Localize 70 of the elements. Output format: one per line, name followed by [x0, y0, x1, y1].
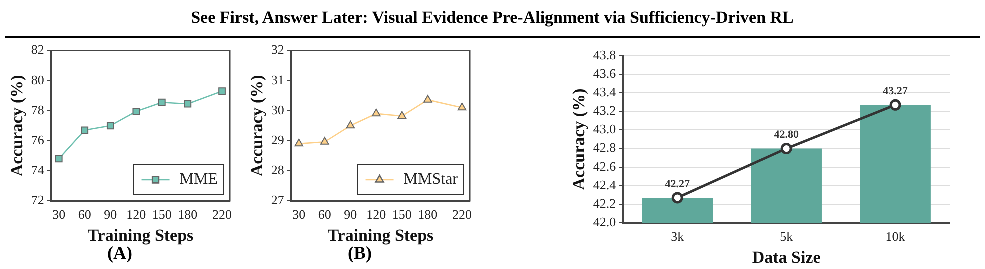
legend-label: MME	[180, 171, 218, 188]
point	[780, 143, 792, 155]
y-tick-label: 42.0	[593, 214, 616, 230]
y-tick-label: 31	[271, 72, 284, 88]
x-tick-label: 30	[52, 207, 66, 222]
x-tick-label: 30	[292, 207, 306, 222]
y-tick-label: 28	[271, 162, 284, 178]
y-tick-label: 43.2	[593, 103, 616, 118]
y-tick-label: 43.0	[593, 122, 616, 137]
point	[158, 98, 166, 106]
point	[346, 120, 356, 129]
y-tick-label: 72	[31, 192, 44, 208]
x-tick-label: 150	[392, 207, 412, 222]
text: 42.27	[665, 178, 690, 190]
y-tick-label: 27	[271, 192, 285, 208]
y-tick-label: 43.6	[593, 66, 617, 81]
x-axis-title: Training Steps	[328, 226, 434, 246]
text: (B)	[348, 243, 372, 264]
x-tick-label: 5k	[780, 229, 794, 244]
y-axis-title: Accuracy (%)	[248, 75, 267, 177]
y-tick-label: 42.4	[593, 177, 617, 192]
x-tick-label: 120	[126, 207, 146, 222]
point	[320, 137, 330, 145]
y-axis-title: Accuracy (%)	[8, 75, 27, 177]
x-tick-label: 60	[78, 207, 92, 222]
text: See First, Answer Later: Visual Evidence Pre-Alignment via Sufficiency-Driven RL	[190, 8, 795, 28]
point	[81, 126, 89, 134]
point	[55, 155, 63, 163]
x-tick-label: 150	[152, 207, 172, 222]
y-tick-label: 76	[31, 132, 45, 148]
x-tick-label: 180	[418, 207, 438, 222]
x-tick-label: 220	[452, 207, 472, 222]
y-tick-label: 30	[271, 102, 284, 118]
y-tick-label: 32	[271, 42, 284, 58]
point	[372, 108, 381, 117]
y-tick-label: 82	[31, 42, 44, 58]
y-axis-title: Accuracy (%)	[570, 88, 589, 190]
y-tick-label: 74	[31, 162, 45, 178]
y-tick-label: 43.4	[593, 84, 617, 100]
text: (A)	[108, 243, 132, 264]
point	[424, 95, 432, 103]
x-tick-label: 90	[344, 207, 358, 222]
x-tick-label: 90	[104, 207, 118, 222]
x-tick-label: 180	[178, 207, 198, 222]
y-tick-label: 29	[271, 132, 284, 148]
y-tick-label: 43.8	[593, 47, 616, 62]
point	[132, 108, 140, 116]
point	[672, 192, 684, 204]
y-tick-label: 42.6	[593, 158, 617, 174]
y-tick-label: 42.2	[593, 196, 616, 211]
point	[106, 122, 114, 130]
point	[184, 100, 192, 108]
x-tick-label: 220	[212, 207, 232, 222]
x-tick-label: 3k	[671, 229, 685, 244]
text: 43.27	[883, 86, 908, 98]
point	[890, 99, 902, 111]
legend-label: MMStar	[404, 171, 459, 188]
point	[294, 138, 304, 147]
point	[398, 111, 407, 120]
x-tick-label: 10k	[886, 229, 906, 244]
x-tick-label: 60	[318, 207, 332, 222]
y-tick-label: 78	[31, 102, 44, 118]
point	[458, 102, 467, 111]
point	[218, 88, 226, 96]
x-tick-label: 120	[366, 207, 386, 222]
text: 42.80	[774, 129, 799, 142]
y-tick-label: 42.8	[593, 140, 616, 156]
x-axis-title: Training Steps	[88, 226, 194, 246]
x-axis-title: Data Size	[752, 248, 822, 268]
y-tick-label: 80	[31, 72, 44, 88]
